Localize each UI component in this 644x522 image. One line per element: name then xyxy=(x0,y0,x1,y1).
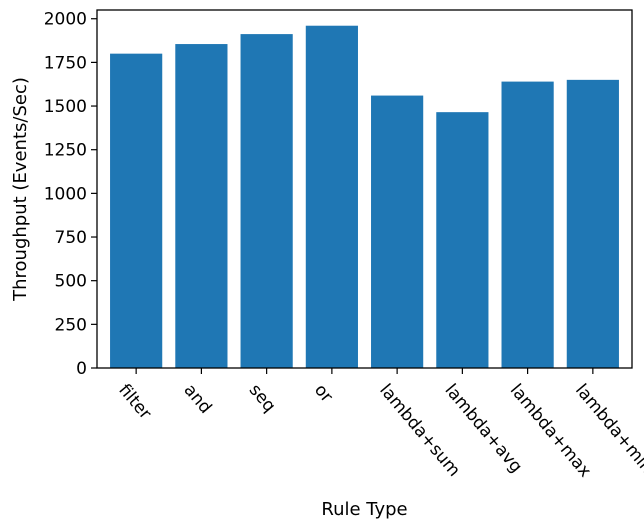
x-tick-label: or xyxy=(310,380,337,406)
y-tick-label: 500 xyxy=(55,272,87,292)
y-tick-label: 1000 xyxy=(44,184,87,204)
bars-group xyxy=(110,25,619,369)
y-tick-label: 1750 xyxy=(44,53,87,73)
x-axis-title: Rule Type xyxy=(321,499,407,520)
y-tick-label: 2000 xyxy=(44,10,87,30)
bar-or xyxy=(305,25,358,369)
bar-filter xyxy=(110,53,163,368)
x-tick-label: seq xyxy=(245,380,280,416)
y-tick-label: 750 xyxy=(55,228,87,248)
bar-seq xyxy=(240,34,293,368)
x-tick-label: filter xyxy=(114,380,155,423)
bar-and xyxy=(175,44,228,369)
y-tick-label: 1250 xyxy=(44,141,87,161)
plot-frame xyxy=(96,9,633,369)
y-tick-label: 1500 xyxy=(44,97,87,117)
x-tick-label: and xyxy=(180,380,216,417)
x-axis: filter and seq or lambda+sumlambda+avglambda… xyxy=(114,368,644,481)
y-tick-label: 250 xyxy=(55,315,87,335)
y-tick-label: 0 xyxy=(76,359,87,379)
bar-lambda-sum xyxy=(371,95,424,368)
y-axis: 0 250 500 750 1000 1250 1500 1750 2000 xyxy=(44,10,97,379)
bar-lambda-min xyxy=(566,79,619,368)
bar-lambda-max xyxy=(501,81,554,368)
bar-lambda-avg xyxy=(436,112,489,368)
y-axis-title: Throughput (Events/Sec) xyxy=(10,77,31,302)
